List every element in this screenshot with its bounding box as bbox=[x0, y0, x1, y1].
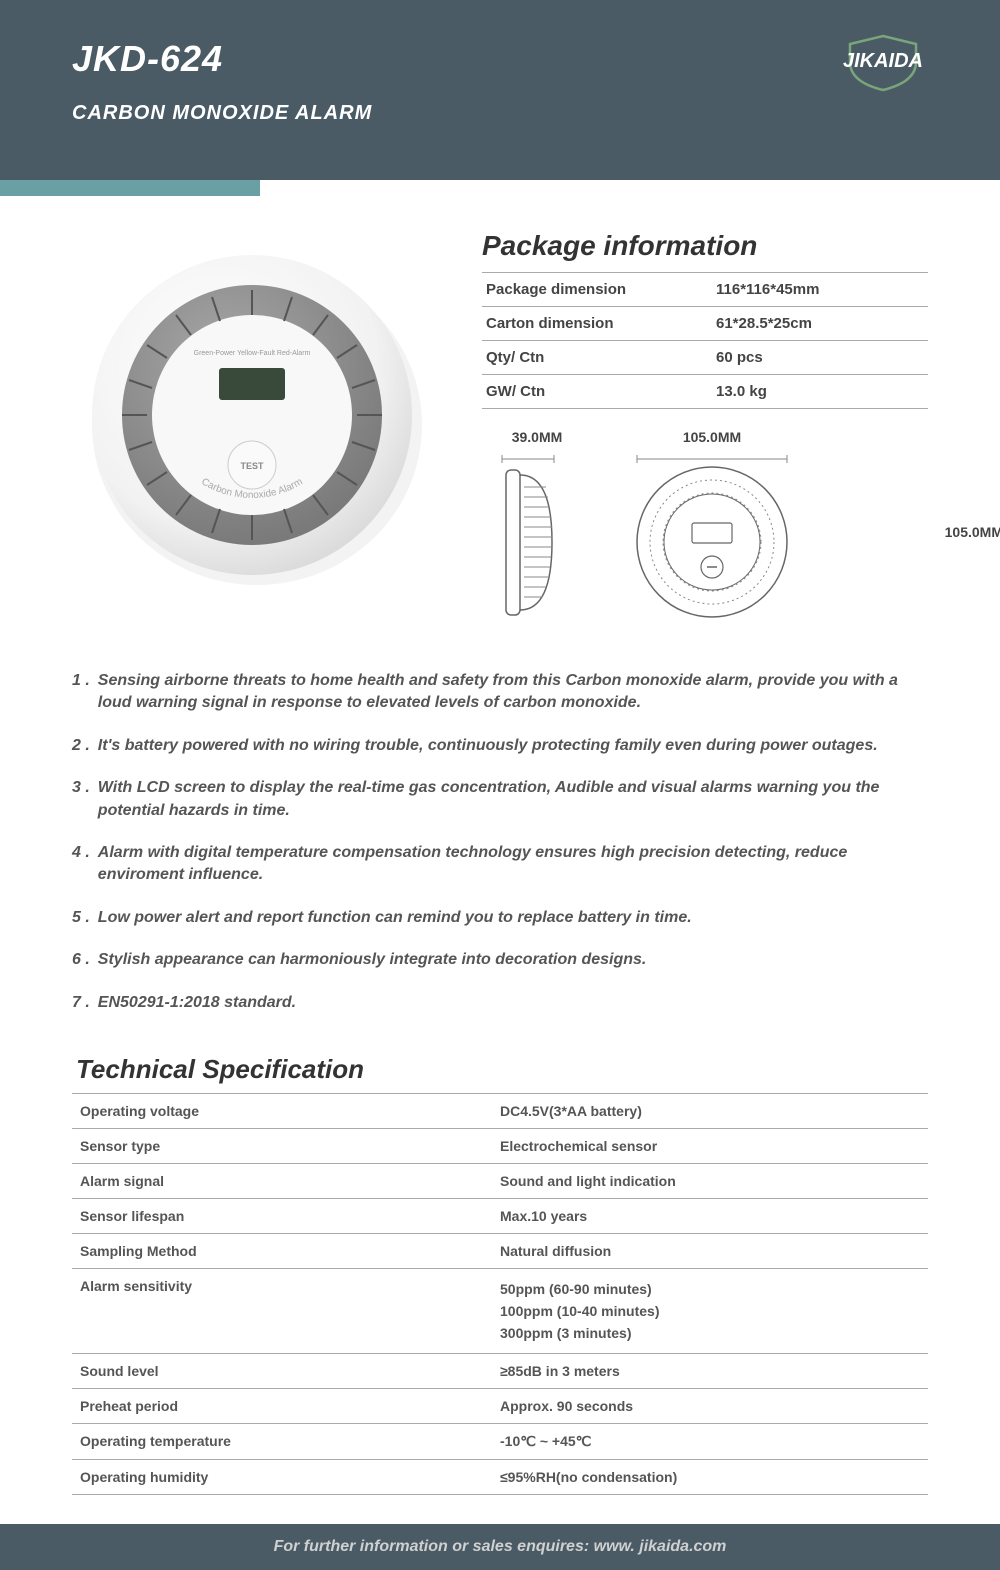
footer: For further information or sales enquire… bbox=[0, 1524, 1000, 1570]
list-item: 4 .Alarm with digital temperature compen… bbox=[72, 842, 928, 887]
tech-spec: Technical Specification Operating voltag… bbox=[72, 1054, 928, 1495]
table-row: Preheat periodApprox. 90 seconds bbox=[72, 1388, 928, 1423]
table-row: Alarm signalSound and light indication bbox=[72, 1163, 928, 1198]
package-title: Package information bbox=[482, 230, 928, 262]
product-subtitle: CARBON MONOXIDE ALARM bbox=[72, 102, 372, 125]
features-list: 1 .Sensing airborne threats to home heal… bbox=[72, 670, 928, 1014]
dim-height: 105.0MM bbox=[945, 524, 1000, 540]
table-row: Sampling MethodNatural diffusion bbox=[72, 1233, 928, 1268]
table-row: Carton dimension61*28.5*25cm bbox=[482, 306, 928, 340]
list-item: 5 .Low power alert and report function c… bbox=[72, 907, 928, 929]
table-row: Sound level≥85dB in 3 meters bbox=[72, 1353, 928, 1388]
dimension-diagrams: 39.0MM bbox=[482, 429, 928, 630]
table-row: Operating voltageDC4.5V(3*AA battery) bbox=[72, 1093, 928, 1128]
table-row: Alarm sensitivity50ppm (60-90 minutes)10… bbox=[72, 1268, 928, 1353]
brand-name: JIKAIDA bbox=[838, 50, 928, 73]
table-row: Operating humidity≤95%RH(no condensation… bbox=[72, 1459, 928, 1495]
table-row: Qty/ Ctn60 pcs bbox=[482, 340, 928, 374]
header: JKD-624 CARBON MONOXIDE ALARM JIKAIDA bbox=[0, 0, 1000, 180]
list-item: 1 .Sensing airborne threats to home heal… bbox=[72, 670, 928, 715]
table-row: Sensor lifespanMax.10 years bbox=[72, 1198, 928, 1233]
package-table: Package dimension116*116*45mm Carton dim… bbox=[482, 272, 928, 409]
list-item: 6 .Stylish appearance can harmoniously i… bbox=[72, 949, 928, 971]
product-photo: TEST Green-Power Yellow-Fault Red-Alarm … bbox=[72, 230, 442, 600]
brand-logo: JIKAIDA bbox=[838, 32, 928, 174]
dim-width: 39.0MM bbox=[482, 429, 592, 445]
dim-diameter: 105.0MM bbox=[622, 429, 802, 445]
list-item: 2 .It's battery powered with no wiring t… bbox=[72, 735, 928, 757]
list-item: 3 .With LCD screen to display the real-t… bbox=[72, 777, 928, 822]
front-view: 105.0MM bbox=[622, 429, 802, 630]
list-item: 7 .EN50291-1:2018 standard. bbox=[72, 992, 928, 1014]
table-row: GW/ Ctn13.0 kg bbox=[482, 374, 928, 409]
svg-text:Green-Power Yellow-Fault Red: Green-Power Yellow-Fault Red-Alarm bbox=[194, 350, 311, 357]
package-info: Package information Package dimension116… bbox=[482, 230, 928, 630]
table-row: Package dimension116*116*45mm bbox=[482, 272, 928, 306]
header-left: JKD-624 CARBON MONOXIDE ALARM bbox=[72, 38, 372, 180]
test-button-label: TEST bbox=[240, 461, 264, 471]
tech-title: Technical Specification bbox=[76, 1054, 928, 1085]
accent-bar bbox=[0, 180, 260, 196]
top-section: TEST Green-Power Yellow-Fault Red-Alarm … bbox=[72, 230, 928, 630]
side-view: 39.0MM bbox=[482, 429, 592, 630]
table-row: Operating temperature-10℃ ~ +45℃ bbox=[72, 1423, 928, 1459]
table-row: Sensor typeElectrochemical sensor bbox=[72, 1128, 928, 1163]
model-number: JKD-624 bbox=[72, 38, 372, 80]
